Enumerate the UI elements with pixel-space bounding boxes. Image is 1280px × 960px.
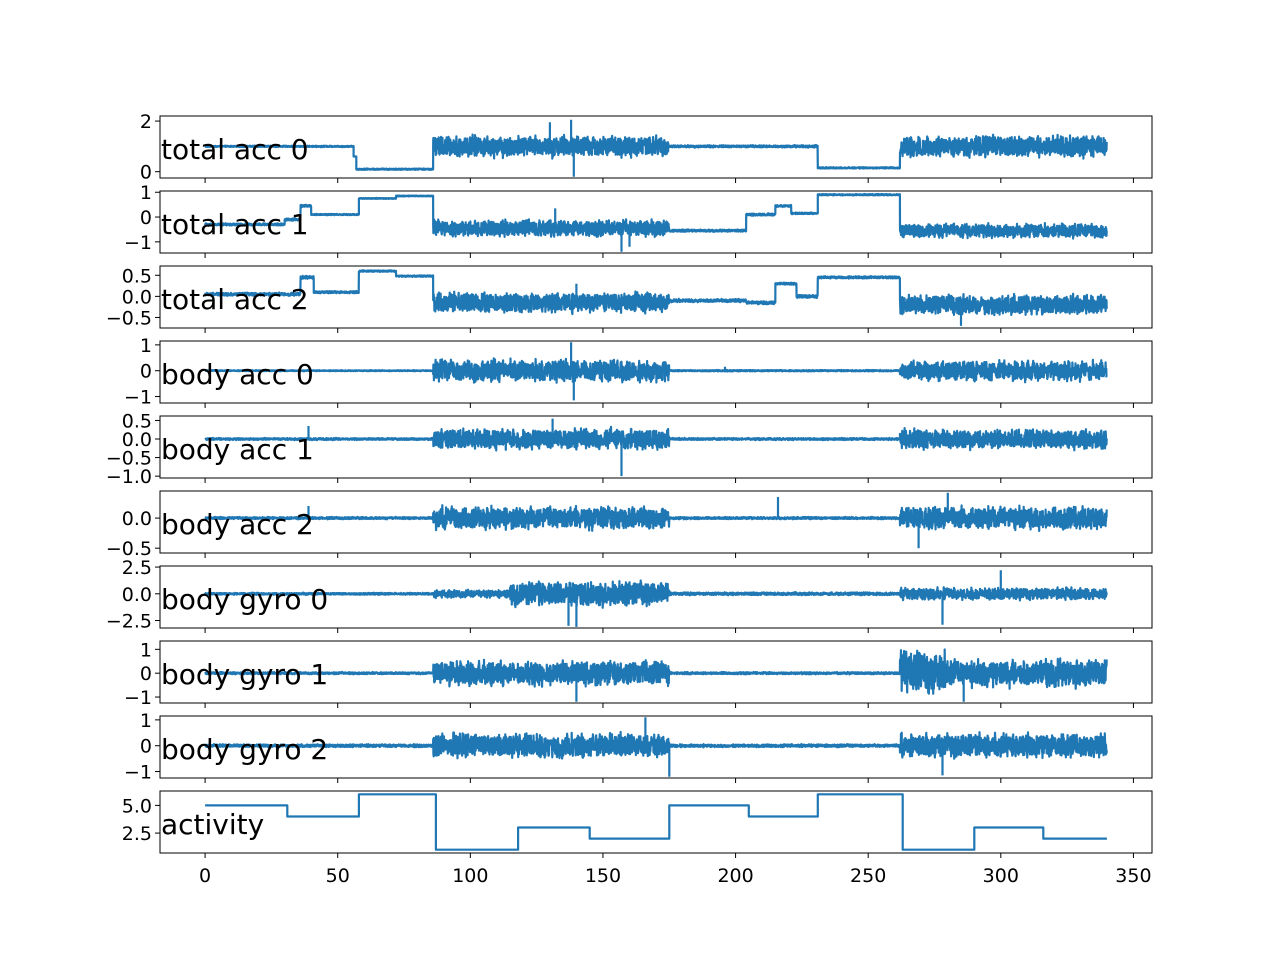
x-tick-label: 250 bbox=[850, 865, 886, 887]
subplot-body-gyro-0: −2.5 0.0 2.5 body gyro 0 bbox=[106, 557, 1153, 633]
subplot-body-acc-2: −0.5 0.0 body acc 2 bbox=[106, 490, 1153, 560]
series-line-body-gyro-0 bbox=[204, 570, 1108, 627]
x-tick-label: 0 bbox=[199, 865, 211, 887]
y-tick-label: 0.0 bbox=[122, 508, 152, 530]
subplot-total-acc-0: 0 2 total acc 0 bbox=[140, 111, 1153, 184]
y-tick-label: 1 bbox=[140, 639, 152, 661]
panel-label: body acc 0 bbox=[161, 358, 314, 391]
series-line-total-acc-1 bbox=[204, 192, 1108, 252]
panel-label: body gyro 0 bbox=[161, 583, 328, 616]
x-tick-label: 200 bbox=[717, 865, 753, 887]
panel-label: body acc 2 bbox=[161, 508, 314, 541]
subplot-activity: 2.5 5.0 0 50 100 150 200 250 300 350 activity bbox=[122, 790, 1153, 887]
subplot-total-acc-1: −1 0 1 total acc 1 bbox=[124, 182, 1153, 258]
y-tick-label: −1.0 bbox=[106, 466, 152, 488]
y-tick-label: 0.0 bbox=[122, 286, 152, 308]
subplot-body-gyro-2: −1 0 1 body gyro 2 bbox=[124, 710, 1153, 784]
y-tick-label: 1 bbox=[140, 710, 152, 732]
axes-frame bbox=[159, 790, 1153, 854]
panel-label: total acc 1 bbox=[161, 208, 309, 241]
y-tick-label: 0.0 bbox=[122, 429, 152, 451]
axes-frame bbox=[159, 490, 1153, 554]
y-tick-label: 0.5 bbox=[122, 410, 152, 432]
y-tick-label: 2.5 bbox=[122, 823, 152, 845]
panel-label: body gyro 2 bbox=[161, 733, 328, 766]
y-tick-label: −1 bbox=[124, 387, 152, 409]
y-tick-label: −0.5 bbox=[106, 538, 152, 560]
y-tick-label: 0 bbox=[140, 663, 152, 685]
panel-label: total acc 0 bbox=[161, 133, 309, 166]
axes-frame bbox=[159, 190, 1153, 254]
y-tick-label: 1 bbox=[140, 335, 152, 357]
y-tick-label: 0 bbox=[140, 736, 152, 758]
subplot-body-acc-0: −1 0 1 body acc 0 bbox=[124, 335, 1153, 409]
x-tick-label: 100 bbox=[452, 865, 488, 887]
y-tick-label: 0 bbox=[140, 361, 152, 383]
y-tick-label: −1 bbox=[124, 687, 152, 709]
y-tick-label: −1 bbox=[124, 762, 152, 784]
y-tick-label: 0 bbox=[140, 162, 152, 184]
y-tick-label: 0.0 bbox=[122, 584, 152, 606]
series-line-body-gyro-1 bbox=[204, 648, 1108, 702]
subplot-body-gyro-1: −101 body gyro 1 bbox=[124, 639, 1153, 709]
panel-label: activity bbox=[161, 808, 264, 841]
series-line-total-acc-2 bbox=[204, 269, 1108, 326]
axes-frame bbox=[159, 640, 1153, 704]
axes-frame bbox=[159, 340, 1153, 404]
series-line-activity bbox=[205, 793, 1107, 851]
x-tick-label: 150 bbox=[585, 865, 621, 887]
subplot-total-acc-2: −0.50.00.5 total acc 2 bbox=[106, 265, 1153, 333]
panel-label: total acc 2 bbox=[161, 283, 309, 316]
axes-frame bbox=[159, 265, 1153, 329]
series-line-body-gyro-2 bbox=[204, 717, 1108, 777]
y-tick-label: 5.0 bbox=[122, 795, 152, 817]
series-line-body-acc-2 bbox=[204, 492, 1108, 549]
axes-frame bbox=[159, 715, 1153, 779]
series-line-body-acc-0 bbox=[204, 342, 1108, 401]
y-tick-label: 2 bbox=[140, 111, 152, 133]
y-tick-label: 0.5 bbox=[122, 265, 152, 287]
y-tick-label: −0.5 bbox=[106, 448, 152, 470]
y-tick-label: 0 bbox=[140, 207, 152, 229]
axes-frame bbox=[159, 565, 1153, 629]
y-tick-label: −0.5 bbox=[106, 307, 152, 329]
axes-frame bbox=[159, 415, 1153, 479]
series-line-body-acc-1 bbox=[204, 418, 1108, 477]
y-tick-label: −1 bbox=[124, 232, 152, 254]
subplot-body-acc-1: −1.0−0.50.00.5 body acc 1 bbox=[106, 410, 1153, 488]
x-tick-label: 50 bbox=[326, 865, 350, 887]
series-line-total-acc-0 bbox=[204, 119, 1108, 177]
x-tick-label: 350 bbox=[1115, 865, 1151, 887]
y-tick-label: −2.5 bbox=[106, 611, 152, 633]
panel-label: body acc 1 bbox=[161, 433, 314, 466]
y-tick-label: 1 bbox=[140, 182, 152, 204]
y-tick-label: 2.5 bbox=[122, 557, 152, 579]
x-tick-label: 300 bbox=[983, 865, 1019, 887]
panel-label: body gyro 1 bbox=[161, 658, 328, 691]
axes-frame bbox=[159, 115, 1153, 179]
